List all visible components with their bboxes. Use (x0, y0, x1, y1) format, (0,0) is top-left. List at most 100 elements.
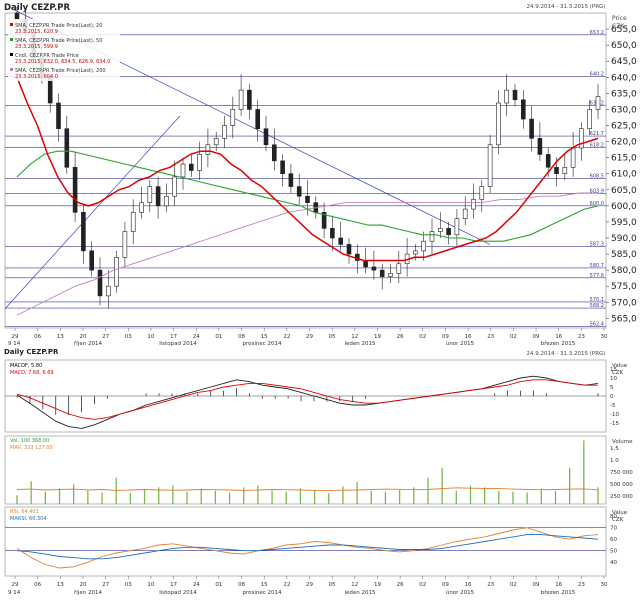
rsi-legend-entry: RSI, 64.401 (10, 509, 39, 515)
price-tick-label: 655,0 (611, 25, 637, 35)
legend-value: 23.3.2015, 620.9 (15, 29, 58, 35)
price-tick-label: 600,0 (611, 202, 637, 212)
candle-body (338, 237, 344, 245)
macd-legend-entry: MACDF, 5.80 (10, 363, 42, 369)
price-tick-label: 565,0 (611, 314, 637, 324)
price-tick-label: 640,0 (611, 73, 637, 83)
candle-body (255, 109, 260, 130)
candle-body (496, 102, 501, 146)
date-tick-label: 06 (34, 334, 41, 340)
date-tick-label: 29 (306, 334, 313, 340)
candle-body (562, 166, 568, 175)
legend-entry: Cndl, CEZP.PR Trade Price (15, 53, 79, 59)
price-tick-label: 605,0 (611, 186, 637, 196)
candle-body (222, 125, 227, 139)
candle-body (205, 144, 211, 155)
candle-body (280, 160, 285, 175)
date-tick-label: 29 (12, 582, 19, 588)
candle-body (379, 269, 385, 277)
month-label: prosinec 2014 (242, 341, 282, 347)
level-label: 568.2 (590, 303, 604, 309)
candle-body (396, 263, 402, 274)
rsi-tick-label: 70 (610, 526, 617, 532)
subchart-date-range: 24.9.2014 - 31.3.2015 (PRG) (527, 351, 606, 357)
date-tick-label: 02 (510, 334, 517, 340)
date-tick-label: 10 (147, 334, 154, 340)
legend-value: 23.3.2015, 599.9 (15, 44, 58, 50)
date-tick-label: 17 (170, 334, 177, 340)
candle-body (471, 199, 476, 210)
date-tick-label: 20 (79, 582, 86, 588)
candle-body (296, 186, 302, 197)
legend-box (8, 19, 120, 81)
date-tick-label: 15 (261, 334, 268, 340)
level-label: 577.6 (590, 273, 604, 279)
date-tick-label: 03 (125, 334, 132, 340)
volume-tick-label: 750 000 (610, 470, 633, 476)
macd-tick-label: -15 (610, 421, 619, 427)
price-tick-label: 615,0 (611, 154, 637, 164)
price-tick-label: 585,0 (611, 250, 637, 260)
candle-body (172, 176, 177, 197)
legend-entry: SMA, CEZP.PR Trade Price(Last), 20 (15, 23, 102, 29)
date-tick-label: 19 (374, 582, 381, 588)
price-axis: 655,0 650,0 645,0 640,0 635,0 630,0 625,0 620,0… (606, 25, 637, 324)
volume-mav-line (16, 487, 599, 492)
date-tick-label: 23 (578, 334, 585, 340)
candle-body (238, 89, 244, 110)
candle-body (155, 186, 161, 207)
date-tick-label: 16 (555, 334, 562, 340)
candle-body (462, 208, 468, 220)
candle-body (545, 154, 551, 168)
date-tick-label: 10 (147, 582, 154, 588)
date-tick-label: 20 (79, 334, 86, 340)
level-label: 570.1 (590, 297, 604, 303)
chart-title: Daily CEZP.PR (4, 3, 70, 13)
candle-body (263, 128, 269, 146)
date-tick-label: 05 (329, 582, 336, 588)
legend-value: 23.3.2015, 604.0 (15, 74, 58, 80)
rsi-tick-label: 60 (610, 537, 617, 543)
date-tick-label: 16 (465, 582, 472, 588)
legend-swatch (10, 23, 13, 26)
date-tick-label: 22 (283, 582, 290, 588)
candle-body (64, 128, 70, 168)
candle-body (114, 256, 119, 287)
level-label: 618.2 (590, 142, 604, 148)
price-tick-label: 650,0 (611, 41, 637, 51)
candle-body (554, 166, 559, 175)
date-tick-label: 19 (374, 334, 381, 340)
candle-body (537, 138, 543, 155)
volume-frame (4, 435, 607, 505)
candle-body (271, 144, 277, 162)
legend-swatch (10, 53, 13, 56)
month-label: leden 2015 (344, 341, 376, 347)
date-tick-label: 09 (533, 582, 540, 588)
marsi-line (16, 534, 599, 560)
volume-tick-label: 1.0 (610, 458, 619, 464)
date-tick-label: 24 (193, 582, 200, 588)
rsi-tick-label: 50 (610, 549, 617, 555)
candle-body (213, 138, 219, 146)
month-label: leden 2015 (344, 590, 376, 596)
level-label: 562.4 (590, 322, 604, 328)
macd-tick-label: 0 (610, 394, 614, 400)
date-tick-label: 29 (306, 582, 313, 588)
candle-body (529, 118, 534, 139)
legend-entry: SMA, CEZP.PR Trade Price(Last), 50 (15, 38, 102, 44)
level-label: 653.2 (590, 30, 604, 36)
candle-body (230, 109, 236, 126)
date-tick-label: 17 (170, 582, 177, 588)
date-tick-label: 29 (12, 334, 19, 340)
date-tick-label: 08 (238, 582, 245, 588)
date-tick-label: 16 (555, 582, 562, 588)
rsi-currency-label: CZK (612, 517, 624, 523)
date-tick-label: 08 (238, 334, 245, 340)
date-tick-label: 23 (487, 582, 494, 588)
legend-swatch (10, 38, 13, 41)
level-label: 600.0 (590, 201, 604, 207)
month-label: říjen 2014 (74, 589, 102, 596)
candle-body (81, 211, 86, 252)
volume-tick-label: 250 000 (610, 494, 633, 500)
